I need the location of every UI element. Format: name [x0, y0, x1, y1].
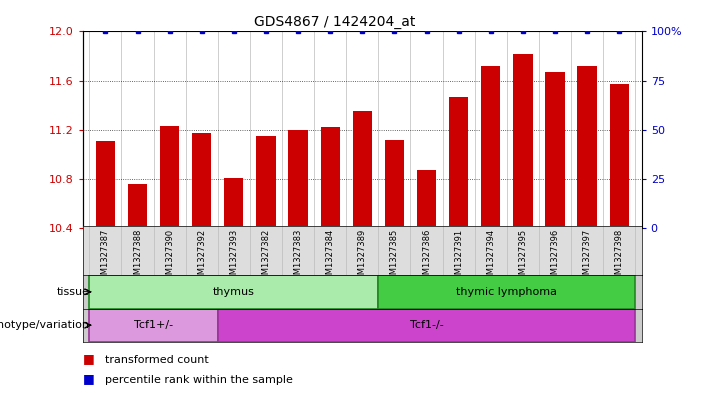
Bar — [449, 97, 468, 228]
Text: GSM1327397: GSM1327397 — [583, 228, 592, 285]
Bar — [89, 275, 379, 309]
Text: Tcf1-/-: Tcf1-/- — [410, 320, 443, 330]
Text: ■: ■ — [83, 353, 94, 365]
Text: percentile rank within the sample: percentile rank within the sample — [105, 375, 293, 385]
Bar — [160, 126, 180, 228]
Bar — [89, 309, 218, 342]
Text: GSM1327387: GSM1327387 — [101, 228, 110, 285]
Text: Tcf1+/-: Tcf1+/- — [134, 320, 173, 330]
Text: GSM1327385: GSM1327385 — [390, 228, 399, 285]
Bar — [288, 130, 308, 228]
Text: GSM1327388: GSM1327388 — [133, 228, 142, 285]
Bar — [513, 53, 533, 228]
Text: GSM1327393: GSM1327393 — [229, 228, 239, 285]
Text: tissue: tissue — [56, 287, 89, 297]
Bar — [96, 141, 115, 228]
Bar — [321, 127, 340, 228]
Bar — [379, 275, 635, 309]
Text: GSM1327394: GSM1327394 — [486, 228, 495, 285]
Text: GSM1327398: GSM1327398 — [615, 228, 624, 285]
Text: thymus: thymus — [213, 287, 255, 297]
Text: GSM1327383: GSM1327383 — [293, 228, 303, 285]
Text: ■: ■ — [83, 372, 94, 385]
Bar — [578, 66, 597, 228]
Bar — [128, 184, 147, 228]
Text: GSM1327395: GSM1327395 — [518, 228, 527, 285]
Bar — [192, 133, 211, 228]
Bar — [545, 72, 565, 228]
Text: genotype/variation: genotype/variation — [0, 320, 89, 330]
Bar — [224, 178, 244, 228]
Text: GSM1327392: GSM1327392 — [198, 228, 206, 285]
Bar — [385, 140, 404, 228]
Text: GSM1327390: GSM1327390 — [165, 228, 174, 285]
Bar — [481, 66, 500, 228]
Bar — [417, 170, 436, 228]
Text: GSM1327391: GSM1327391 — [454, 228, 463, 285]
Text: GSM1327396: GSM1327396 — [551, 228, 559, 285]
Text: GSM1327386: GSM1327386 — [422, 228, 431, 285]
Bar — [218, 309, 635, 342]
Bar — [257, 136, 275, 228]
Text: GSM1327382: GSM1327382 — [262, 228, 270, 285]
Text: thymic lymphoma: thymic lymphoma — [456, 287, 557, 297]
Text: transformed count: transformed count — [105, 356, 208, 365]
Text: GSM1327389: GSM1327389 — [358, 228, 367, 285]
Text: GSM1327384: GSM1327384 — [326, 228, 335, 285]
Bar — [353, 111, 372, 228]
Bar — [609, 84, 629, 228]
Title: GDS4867 / 1424204_at: GDS4867 / 1424204_at — [254, 15, 415, 29]
